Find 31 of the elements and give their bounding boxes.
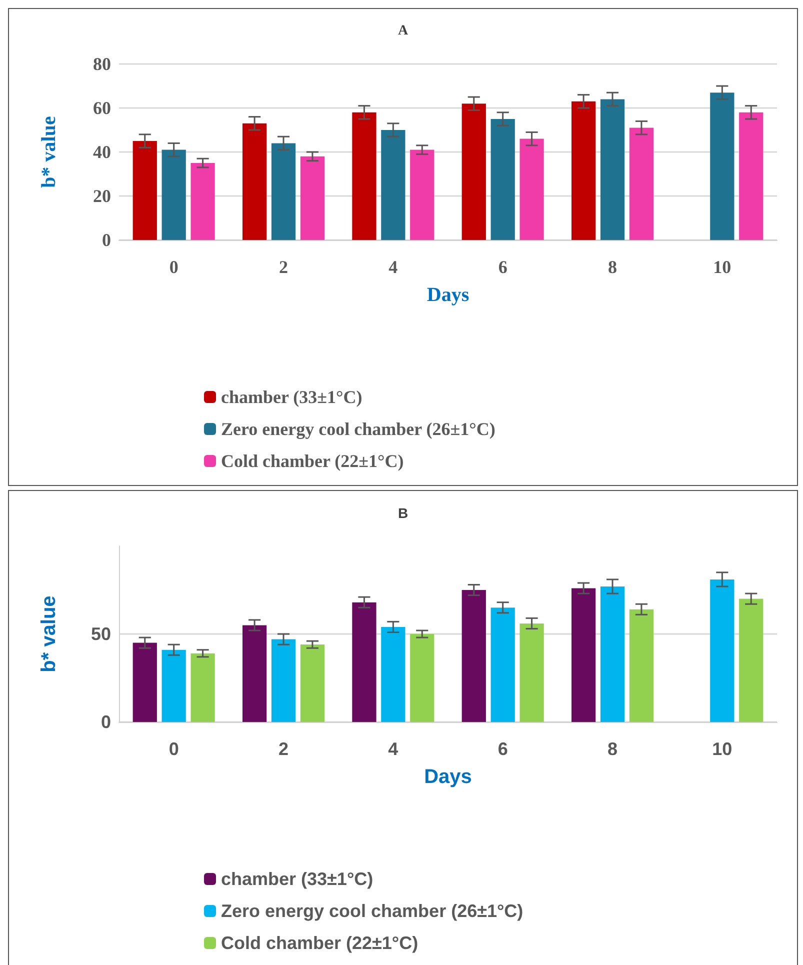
- x-tick-label: 4: [388, 257, 398, 277]
- y-tick-label: 40: [93, 142, 111, 162]
- chart-title: B: [398, 505, 408, 521]
- legend-label: Zero energy cool chamber (26±1°C): [221, 419, 496, 439]
- x-tick-label: 8: [607, 739, 618, 759]
- x-tick-label: 2: [278, 739, 289, 759]
- x-tick-label: 0: [168, 739, 179, 759]
- y-tick-label: 0: [100, 712, 111, 732]
- y-tick-label: 80: [93, 54, 111, 74]
- x-tick-label: 6: [498, 257, 508, 277]
- x-axis-title: Days: [424, 766, 472, 788]
- chart-title: A: [398, 24, 409, 38]
- y-tick-label: 50: [90, 624, 111, 644]
- x-axis-title: Days: [426, 284, 470, 306]
- legend-label: Cold chamber (22±1°C): [221, 933, 418, 953]
- legend-label: Zero energy cool chamber (26±1°C): [221, 901, 524, 921]
- legend-label: chamber (33±1°C): [221, 869, 374, 889]
- legend-label: Cold chamber (22±1°C): [221, 451, 404, 471]
- legend-label: chamber (33±1°C): [221, 387, 362, 407]
- x-tick-label: 0: [169, 257, 178, 277]
- x-tick-label: 2: [279, 257, 288, 277]
- y-tick-label: 20: [93, 186, 111, 206]
- x-tick-label: 4: [388, 739, 398, 759]
- x-tick-label: 8: [608, 257, 617, 277]
- x-tick-label: 10: [713, 257, 732, 277]
- x-tick-label: 6: [498, 739, 508, 759]
- y-axis-title: b* value: [38, 596, 60, 672]
- x-tick-label: 10: [712, 739, 732, 759]
- y-axis-title: b* value: [38, 116, 60, 188]
- y-tick-label: 60: [93, 98, 111, 118]
- y-tick-label: 0: [102, 230, 111, 250]
